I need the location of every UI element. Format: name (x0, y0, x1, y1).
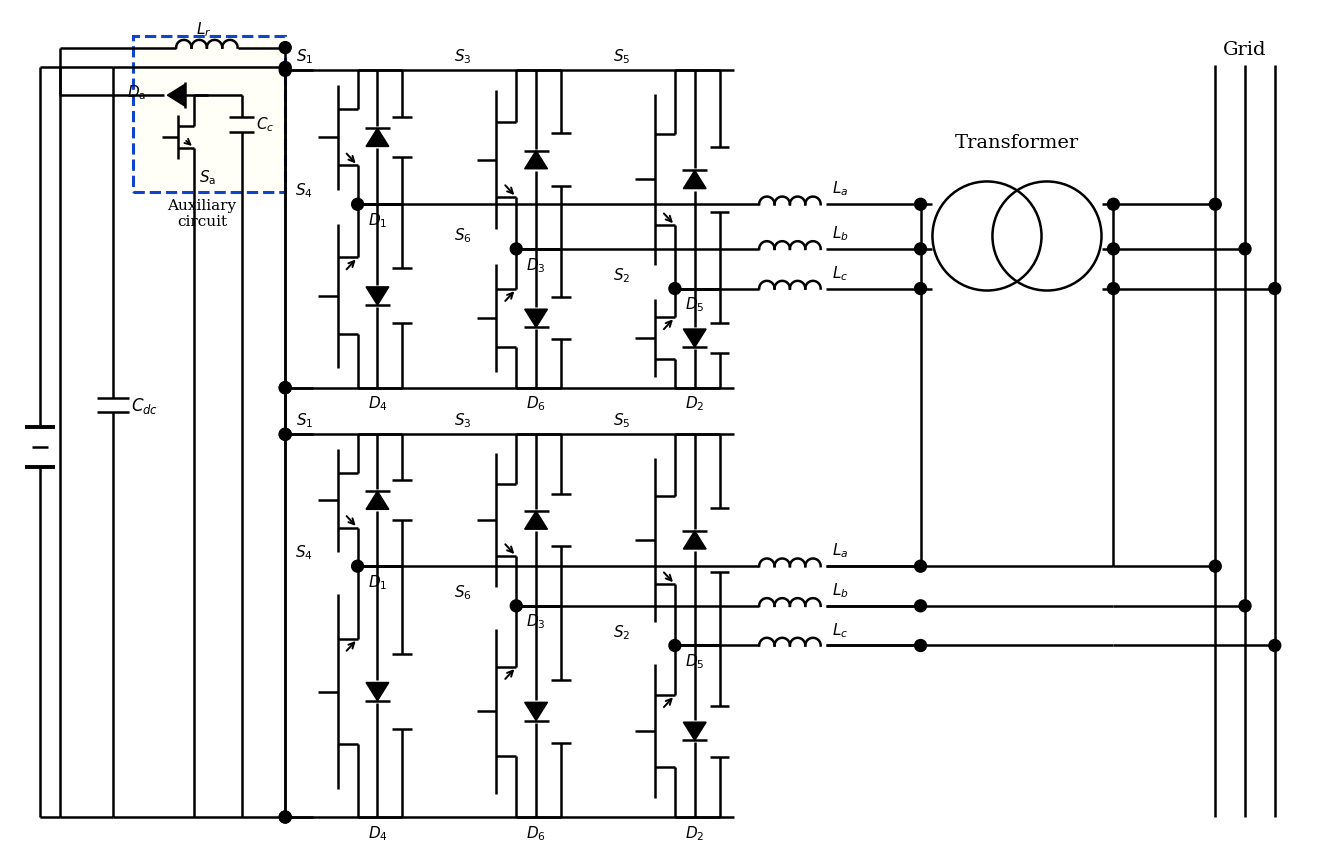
Polygon shape (684, 170, 706, 189)
Circle shape (914, 600, 926, 612)
Circle shape (510, 600, 522, 612)
Polygon shape (525, 702, 547, 721)
Text: $S_{\rm a}$: $S_{\rm a}$ (199, 168, 216, 187)
Text: $S_3$: $S_3$ (454, 412, 472, 431)
Text: $S_6$: $S_6$ (454, 226, 472, 244)
Circle shape (1210, 560, 1222, 572)
Circle shape (280, 811, 292, 823)
Text: $S_5$: $S_5$ (613, 412, 631, 431)
Text: $S_1$: $S_1$ (295, 47, 313, 67)
Text: $D_1$: $D_1$ (368, 573, 387, 592)
Polygon shape (525, 151, 547, 168)
Text: $S_3$: $S_3$ (454, 47, 472, 67)
Circle shape (1108, 243, 1120, 255)
Text: $L_a$: $L_a$ (832, 179, 848, 198)
Polygon shape (366, 129, 388, 146)
Polygon shape (684, 329, 706, 347)
Text: $D_5$: $D_5$ (685, 295, 705, 314)
Circle shape (914, 640, 926, 651)
Circle shape (1269, 283, 1281, 294)
Text: $L_r$: $L_r$ (196, 20, 212, 39)
Text: $S_4$: $S_4$ (295, 182, 313, 201)
Circle shape (669, 283, 681, 294)
Polygon shape (366, 683, 388, 700)
Circle shape (1210, 198, 1222, 210)
Text: $D_5$: $D_5$ (685, 652, 705, 671)
Circle shape (669, 640, 681, 651)
Circle shape (1108, 198, 1120, 210)
Text: Transformer: Transformer (955, 134, 1079, 151)
Text: $D_3$: $D_3$ (526, 613, 546, 631)
Text: $L_b$: $L_b$ (832, 581, 848, 600)
Circle shape (280, 428, 292, 440)
Text: $L_c$: $L_c$ (832, 264, 848, 283)
Text: $C_{dc}$: $C_{dc}$ (131, 396, 158, 415)
Text: $L_c$: $L_c$ (832, 621, 848, 640)
Circle shape (280, 62, 292, 74)
Circle shape (280, 382, 292, 393)
Text: $S_4$: $S_4$ (295, 543, 313, 563)
Circle shape (1108, 283, 1120, 294)
Text: Auxiliary
circuit: Auxiliary circuit (167, 199, 236, 229)
Polygon shape (684, 722, 706, 740)
Text: $D_1$: $D_1$ (368, 212, 387, 230)
Circle shape (1269, 640, 1281, 651)
Text: $D_{\rm a}$: $D_{\rm a}$ (127, 83, 146, 102)
Text: Grid: Grid (1223, 41, 1267, 59)
Circle shape (1239, 243, 1251, 255)
Text: $S_5$: $S_5$ (613, 47, 631, 67)
Polygon shape (167, 85, 186, 106)
Circle shape (351, 198, 363, 210)
Text: $S_6$: $S_6$ (454, 583, 472, 602)
Text: $D_2$: $D_2$ (685, 824, 705, 843)
Text: $S_2$: $S_2$ (613, 623, 631, 641)
Text: $S_2$: $S_2$ (613, 266, 631, 284)
Circle shape (280, 811, 292, 823)
Circle shape (510, 243, 522, 255)
Polygon shape (684, 530, 706, 549)
Circle shape (914, 198, 926, 210)
Circle shape (280, 41, 292, 53)
Polygon shape (366, 492, 388, 509)
Text: $D_4$: $D_4$ (367, 394, 387, 414)
Text: $L_b$: $L_b$ (832, 224, 848, 243)
Text: $D_4$: $D_4$ (367, 824, 387, 843)
Circle shape (280, 382, 292, 393)
Circle shape (280, 428, 292, 440)
Polygon shape (525, 309, 547, 327)
Circle shape (914, 243, 926, 255)
Circle shape (1239, 600, 1251, 612)
Circle shape (914, 283, 926, 294)
Circle shape (914, 560, 926, 572)
Text: $D_6$: $D_6$ (526, 824, 546, 843)
Circle shape (351, 560, 363, 572)
Polygon shape (525, 511, 547, 530)
Text: $S_1$: $S_1$ (295, 412, 313, 431)
Polygon shape (366, 287, 388, 305)
Text: $C_c$: $C_c$ (257, 116, 274, 135)
Text: $D_3$: $D_3$ (526, 255, 546, 274)
Circle shape (280, 64, 292, 76)
Text: $D_6$: $D_6$ (526, 394, 546, 414)
FancyBboxPatch shape (132, 36, 285, 192)
Text: $D_2$: $D_2$ (685, 394, 705, 414)
Text: $L_a$: $L_a$ (832, 541, 848, 560)
